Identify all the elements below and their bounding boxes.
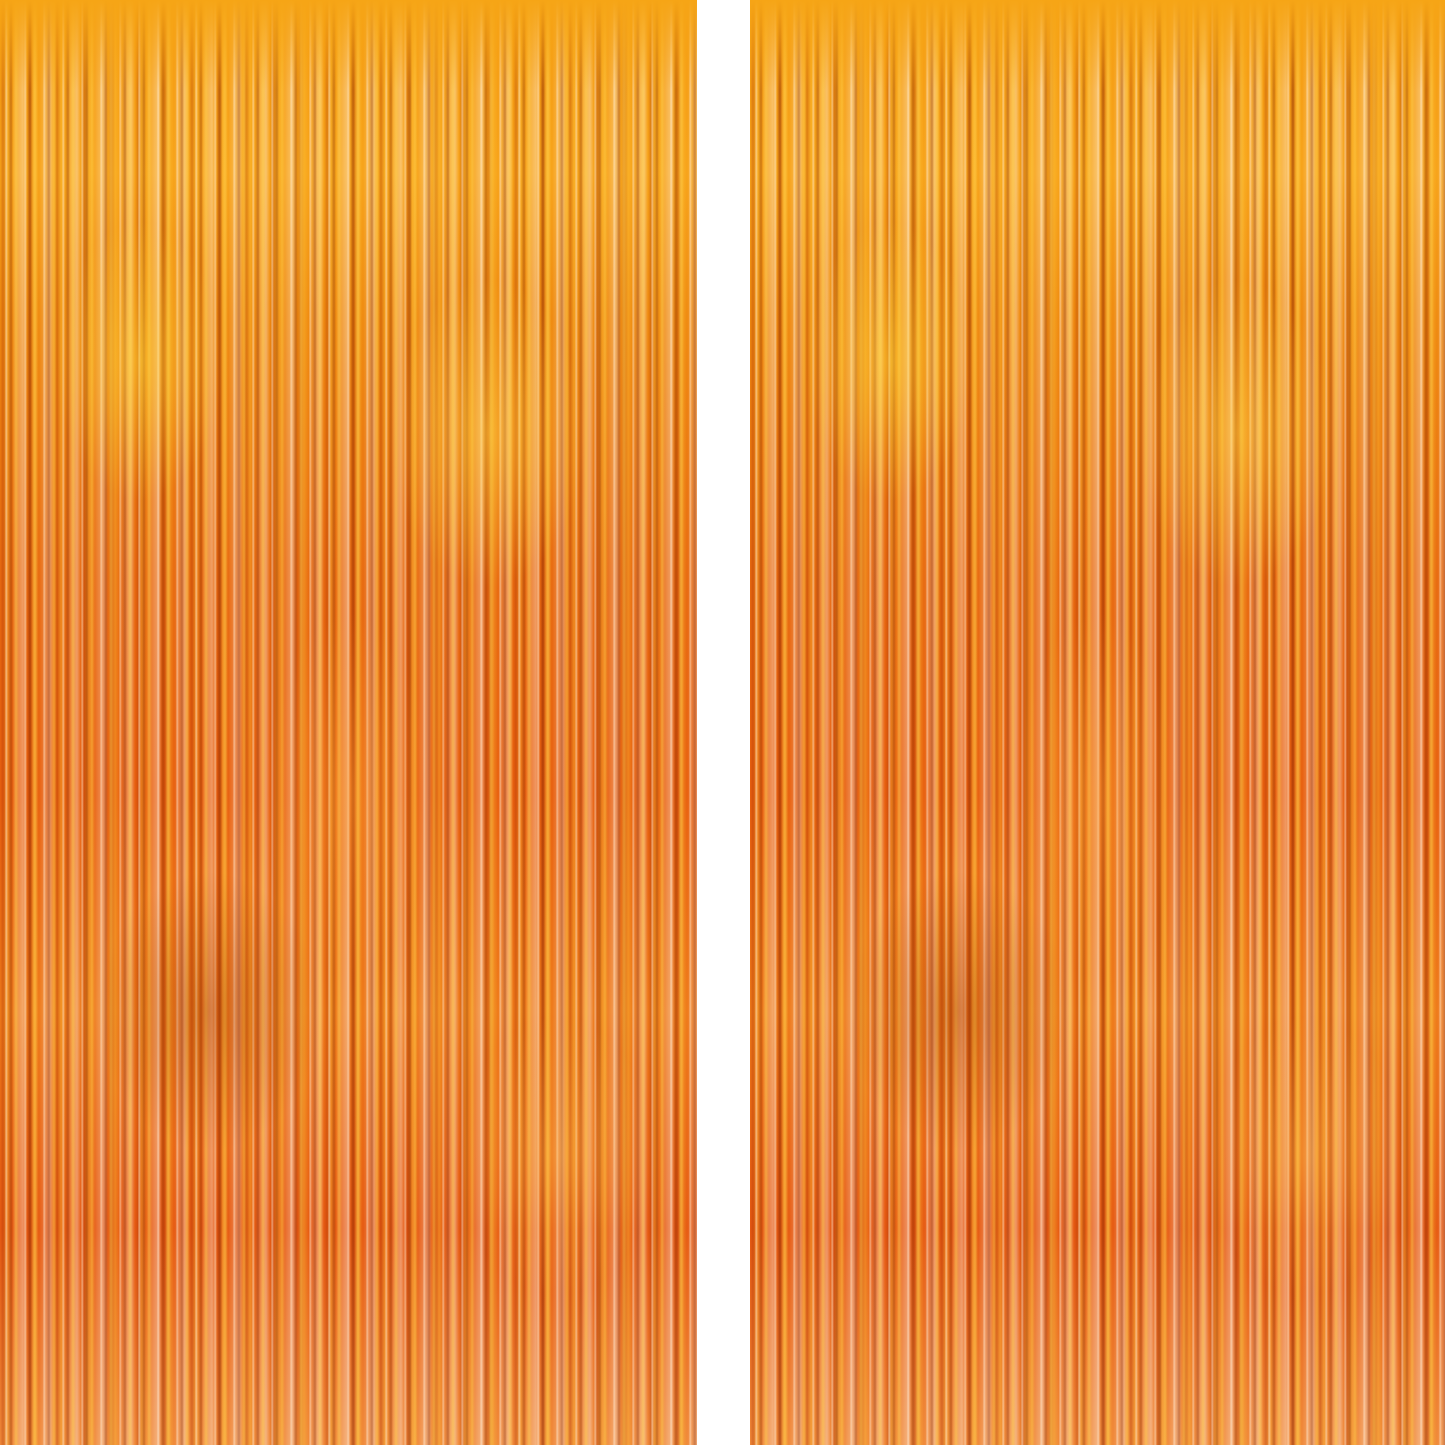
foil-fringe-curtain-left bbox=[0, 0, 697, 1445]
foil-fringe-curtain-right bbox=[750, 0, 1445, 1445]
